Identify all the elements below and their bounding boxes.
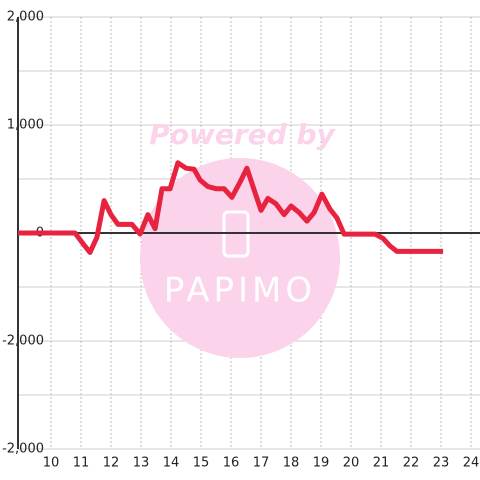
watermark-title: Powered by xyxy=(149,118,336,151)
x-tick-label: 22 xyxy=(403,456,420,471)
y-tick-label: -2,000 xyxy=(2,442,44,457)
x-tick-label: 16 xyxy=(223,456,240,471)
x-tick-label: 14 xyxy=(163,456,180,471)
x-tick-label: 18 xyxy=(283,456,300,471)
y-tick-label: -2,000 xyxy=(2,334,44,349)
x-tick-label: 12 xyxy=(103,456,120,471)
series-line xyxy=(18,160,444,255)
y-tick-label: 2,000 xyxy=(7,10,44,25)
x-tick-label: 24 xyxy=(463,456,480,471)
x-tick-label: 13 xyxy=(133,456,150,471)
x-tick-label: 11 xyxy=(73,456,90,471)
x-tick-label: 19 xyxy=(313,456,330,471)
x-tick-label: 23 xyxy=(433,456,450,471)
x-tick-label: 10 xyxy=(43,456,60,471)
x-tick-label: 20 xyxy=(343,456,360,471)
x-tick-label: 17 xyxy=(253,456,270,471)
x-tick-label: 15 xyxy=(193,456,210,471)
watermark-brand: PAPIMO xyxy=(164,271,316,311)
x-tick-label: 21 xyxy=(373,456,390,471)
y-tick-label: 1,000 xyxy=(7,118,44,133)
